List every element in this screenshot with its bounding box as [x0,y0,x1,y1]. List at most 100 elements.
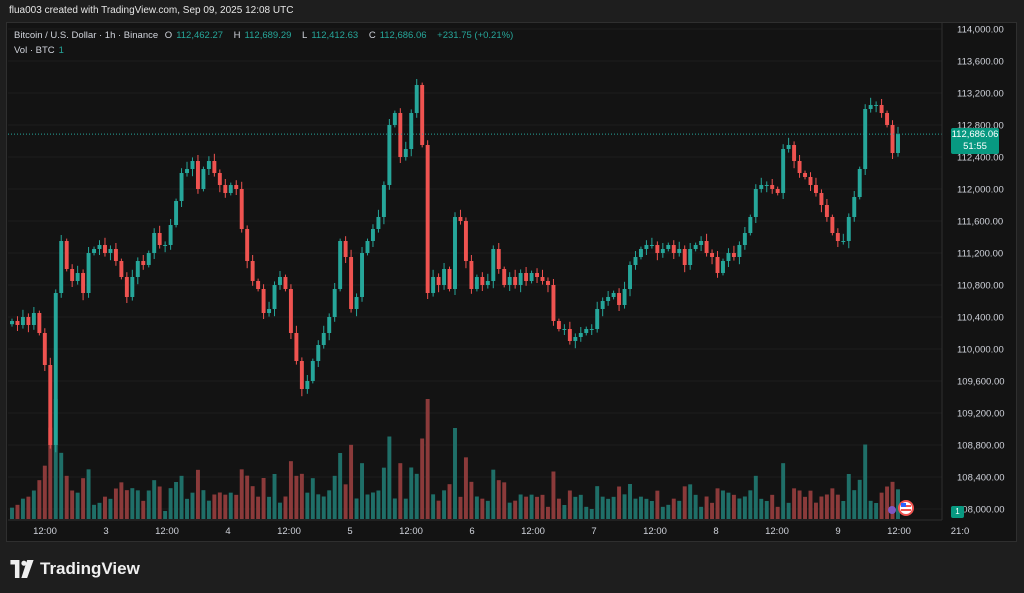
ohlc-legend: Bitcoin / U.S. Dollar · 1h · Binance O 11… [14,30,517,41]
candle-body [606,297,611,301]
volume-bar [146,490,151,519]
candle-body [10,321,14,325]
volume-bar [513,500,518,519]
candle-body [70,269,75,281]
high-label: H [233,30,241,41]
candle-body [567,329,572,341]
candle-body [819,193,824,205]
candle-body [753,189,758,217]
volume-bar [535,496,540,519]
volume-bar [453,428,457,519]
volume-bar [688,484,693,519]
volume-bar [803,496,807,519]
volume-bar [185,498,189,519]
volume-bar [606,498,611,519]
candle-body [245,229,250,261]
volume-bar [863,444,868,519]
volume-bar [365,494,370,519]
price-tick-label: 111,200.00 [957,249,1003,260]
candle-body [414,85,419,113]
time-tick-label: 9 [835,526,840,537]
volume-bar [682,486,687,519]
volume-bar [92,504,97,519]
volume-bar [797,490,802,519]
volume-bar [841,501,846,519]
candle-body [168,225,173,245]
time-tick-label: 8 [713,526,718,537]
volume-bar [206,500,211,519]
volume-bar [409,467,414,519]
candle-body [75,273,80,281]
candle-body [737,245,742,257]
candle-body [748,217,753,233]
volume-bar [518,494,523,519]
volume-bar [721,490,725,519]
volume-bar [786,502,791,519]
time-tick-label: 3 [103,526,108,537]
candle-body [469,261,474,289]
candle-body [710,253,715,257]
volume-bar [190,492,195,519]
volume-bar [124,490,129,519]
volume-value: 1 [58,45,64,56]
volume-bar [245,475,250,519]
volume-bar [141,500,146,519]
last-price-value: 112,686.06 [951,129,999,140]
candle-body [217,173,222,185]
candle-body [742,233,747,245]
candle-body [157,233,162,245]
volume-bar [726,492,731,519]
volume-bar [584,506,589,519]
candle-body [573,337,578,341]
volume-bar [48,427,53,519]
candle-body [119,261,124,277]
volume-bar [381,467,386,519]
candle-body [704,241,709,253]
candle-body [261,289,266,313]
volume-bar [283,496,288,519]
volume-bars [10,399,900,519]
candle-body [409,113,414,149]
volume-bar [781,463,786,519]
economic-events-icon[interactable] [886,500,916,516]
candle-body [31,313,36,325]
volume-bar [163,511,168,519]
candle-body [824,205,829,217]
volume-bar [338,453,343,519]
tradingview-logo[interactable]: TradingView [10,558,140,580]
volume-bar [349,444,354,519]
volume-bar [212,494,217,519]
candle-body [846,217,851,241]
candle-body [48,365,53,445]
candle-body [212,161,217,173]
volume-legend[interactable]: Vol · BTC 1 [14,45,64,56]
candle-body [589,329,594,330]
candle-body [458,217,463,221]
volume-bar [113,488,118,519]
volume-bar [578,494,583,519]
candle-body [425,145,430,293]
candle-body [392,113,397,125]
candle-body [256,281,261,289]
volume-bar [310,478,315,519]
candle-body [485,281,490,285]
volume-bar [447,484,452,519]
volume-bar [37,480,42,519]
price-tick-label: 112,800.00 [957,121,1004,132]
candle-body [633,257,638,265]
volume-bar [343,484,348,519]
candle-body [206,161,211,169]
candle-body [682,249,687,265]
candle-body [26,317,31,325]
candle-body [97,245,102,249]
candle-body [578,333,583,337]
candle-body [53,293,58,445]
candle-body [86,253,91,293]
volume-bar [31,490,36,519]
volume-bar [731,494,736,519]
candle-body [360,253,364,297]
candle-body [365,241,370,253]
volume-bar [157,486,162,519]
symbol-label[interactable]: Bitcoin / U.S. Dollar · 1h · Binance [14,30,159,41]
